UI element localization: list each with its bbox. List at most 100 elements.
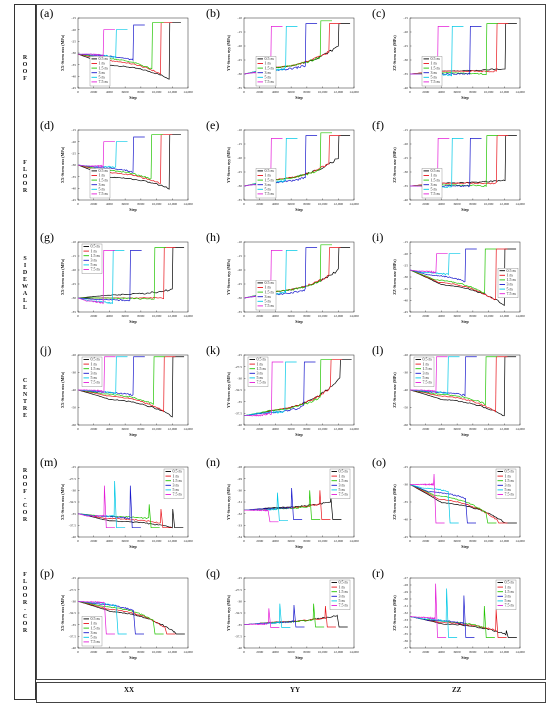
panel-grid-frame xyxy=(36,4,546,680)
y-tick-label: -40 xyxy=(403,518,408,522)
legend: 0.5 m1 m1.5 m3 m5 m7.5 m xyxy=(163,469,185,499)
legend-label: 0.5 m xyxy=(173,469,183,474)
x-tick-label: 10,000 xyxy=(318,202,328,207)
chart-p: (p) 0 2000 4000 6000 8000 10,000 12,000 14,000 -4… xyxy=(40,566,193,660)
x-tick-label: 4000 xyxy=(272,539,279,543)
legend-label: 3 m xyxy=(505,483,512,488)
series-line-1-m xyxy=(77,356,176,413)
y-tick-label: -30 xyxy=(237,296,242,300)
panel-e: (e) 0 2000 4000 6000 8000 10,000 12,000 14,000 -3… xyxy=(204,118,368,228)
y-tick-label: -15 xyxy=(403,240,408,244)
panel-r: (r) 0 2000 4000 6000 8000 10,000 12,000 14,000 -3… xyxy=(370,566,534,676)
x-tick-label: 10,000 xyxy=(152,539,162,544)
y-tick-label: -40 xyxy=(403,86,408,90)
series-line-1-m xyxy=(243,490,331,520)
y-tick-label: -33 xyxy=(237,524,242,528)
series-line-7-5-m xyxy=(77,485,115,529)
legend: 0.5 m1 m1.5 m3 m5 m7.5 m xyxy=(495,580,517,610)
x-tick-label: 6000 xyxy=(122,314,129,318)
legend-label: 1 m xyxy=(505,584,512,589)
legend: 0.5 m1 m1.5 m3 m5 m7.5 m xyxy=(247,357,269,387)
x-tick-label: 4000 xyxy=(272,202,279,206)
y-tick-label: -25 xyxy=(237,170,242,174)
y-tick-label: -30 xyxy=(403,597,408,601)
row-label-centre: C E N T R E xyxy=(22,378,28,419)
y-tick-label: -25 xyxy=(403,44,408,48)
legend-label: 7.5 m xyxy=(173,492,183,497)
series-line-7-5-m xyxy=(77,600,115,635)
legend-label: 5 m xyxy=(265,299,272,304)
y-tick-label: -30 xyxy=(403,371,408,375)
legend-label: 3 m xyxy=(265,70,272,75)
x-tick-label: 8000 xyxy=(469,650,476,654)
panel-label-f: (f) xyxy=(372,118,384,132)
y-tick-label: -29 xyxy=(237,477,242,481)
x-tick-label: 8000 xyxy=(303,427,310,431)
x-tick-label: 6000 xyxy=(288,314,295,318)
legend-label: 3 m xyxy=(423,371,430,376)
y-tick-label: -37.5 xyxy=(235,412,243,416)
plot-area xyxy=(243,241,355,313)
panel-label-h: (h) xyxy=(206,230,220,244)
legend-label: 1.5 m xyxy=(91,253,101,258)
x-tick-label: 2000 xyxy=(422,314,429,318)
x-tick-label: 14,000 xyxy=(183,539,193,544)
series-line-1-5-m xyxy=(77,504,160,529)
legend-label: 5 m xyxy=(91,375,98,380)
x-tick-label: 4000 xyxy=(106,427,113,431)
series-line-3-m xyxy=(77,485,141,529)
y-tick-label: -30 xyxy=(237,377,242,381)
y-axis-label: YY-Stress σyy (MPa) xyxy=(226,258,231,295)
x-tick-label: 4000 xyxy=(272,90,279,94)
y-tick-label: -20 xyxy=(71,268,76,272)
y-tick-label: -33 xyxy=(403,618,408,622)
panel-p: (p) 0 2000 4000 6000 8000 10,000 12,000 14,000 -4… xyxy=(38,566,202,676)
y-tick-label: -40 xyxy=(237,646,242,650)
legend-label: 0.5 m xyxy=(265,280,275,285)
y-tick-label: -15 xyxy=(237,142,242,146)
y-tick-label: -20 xyxy=(71,353,76,357)
legend-label: 1 m xyxy=(339,473,346,478)
y-tick-label: -40 xyxy=(403,198,408,202)
y-tick-label: -31 xyxy=(237,500,242,504)
y-tick-label: -15 xyxy=(403,16,408,20)
y-axis-label: YY-Stress σyy (MPa) xyxy=(226,483,231,520)
y-tick-label: -28 xyxy=(403,583,408,587)
x-tick-label: 0 xyxy=(243,427,245,431)
legend-label: 5 m xyxy=(507,286,514,291)
legend-label: 0.5 m xyxy=(265,56,275,61)
series-line-5-m xyxy=(77,250,125,305)
x-tick-label: 8000 xyxy=(137,202,144,206)
series-line-0-5-m xyxy=(77,600,185,635)
x-tick-label: 12,000 xyxy=(333,90,343,95)
series-line-1-m xyxy=(77,600,176,635)
x-tick-label: 0 xyxy=(409,90,411,94)
x-tick-label: 2000 xyxy=(256,539,263,543)
y-tick-label: -32.5 xyxy=(235,611,243,615)
series-line-3-m xyxy=(77,24,145,62)
column-label-zz: ZZ xyxy=(452,686,462,694)
x-tick-label: 12,000 xyxy=(499,202,509,207)
legend: 0.5 m1 m1.5 m3 m5 m7.5 m xyxy=(421,168,443,199)
y-tick-label: -20 xyxy=(237,44,242,48)
x-tick-label: 6000 xyxy=(122,90,129,94)
legend-label: 5 m xyxy=(99,187,106,192)
y-tick-label: -32.5 xyxy=(69,500,77,504)
legend-label: 5 m xyxy=(431,75,438,80)
series-line-3-m xyxy=(409,248,477,283)
x-tick-label: 8000 xyxy=(303,539,310,543)
x-tick-label: 4000 xyxy=(272,314,279,318)
x-tick-label: 2000 xyxy=(90,539,97,543)
x-tick-label: 2000 xyxy=(422,539,429,543)
x-tick-label: 14,000 xyxy=(349,539,359,544)
x-tick-label: 14,000 xyxy=(183,90,193,95)
y-axis-label: ZZ-Stress σzz (MPa) xyxy=(392,35,397,71)
x-tick-label: 12,000 xyxy=(167,314,177,319)
y-axis-label: XX-Stress σxx (MPa) xyxy=(60,594,65,631)
panel-d: (d) 0 2000 4000 6000 8000 10,000 12,000 14,000 -4… xyxy=(38,118,202,228)
panel-label-g: (g) xyxy=(40,230,54,244)
chart-d: (d) 0 2000 4000 6000 8000 10,000 12,000 14,000 -4… xyxy=(40,118,193,212)
y-tick-label: -35 xyxy=(403,72,408,76)
legend-label: 1.5 m xyxy=(505,589,515,594)
